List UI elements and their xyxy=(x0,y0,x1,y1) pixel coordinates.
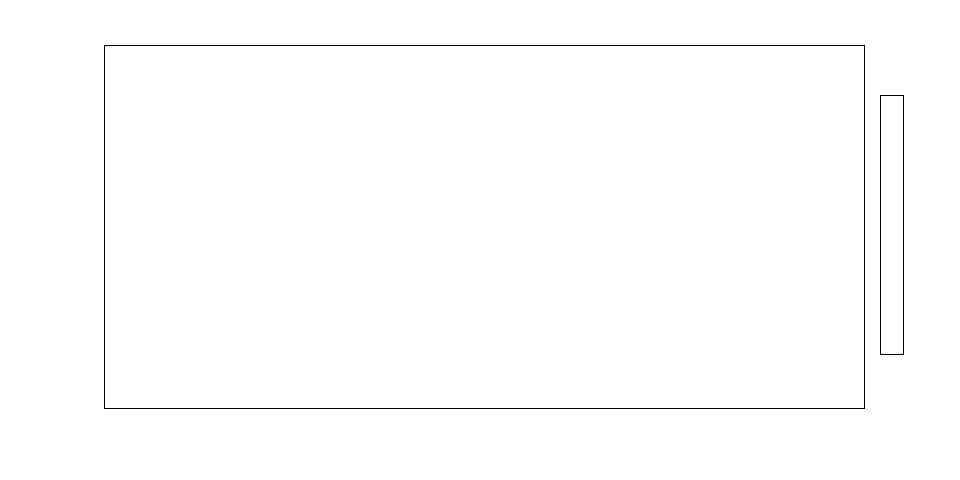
person-icon xyxy=(625,450,639,465)
backscatter-heatmap xyxy=(104,45,404,195)
colorbar xyxy=(880,95,904,355)
person-icon-body xyxy=(628,457,635,462)
share-alike-icon xyxy=(645,450,659,465)
cc-by-sa-badge xyxy=(614,444,670,472)
cc-badge xyxy=(576,444,610,472)
cc-icon xyxy=(584,449,602,467)
by-badge-column xyxy=(625,450,639,466)
cc-license-badges xyxy=(576,444,670,472)
sa-badge-column xyxy=(645,450,659,466)
person-icon-head xyxy=(630,453,634,457)
